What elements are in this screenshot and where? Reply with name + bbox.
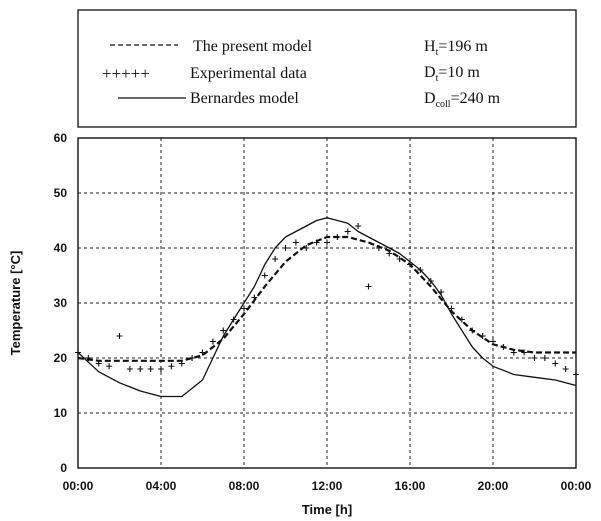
data-point-20: [282, 245, 289, 251]
data-point-39: [479, 333, 486, 339]
data-point-44: [531, 355, 538, 361]
data-point-41: [500, 344, 507, 350]
legend-box: [77, 9, 577, 128]
data-point-16: [241, 305, 247, 312]
data-point-37: [458, 316, 465, 323]
legend-label-bernardes: Bernardes model: [190, 90, 299, 107]
legend-entry-bernardes: Bernardes model: [118, 90, 299, 107]
data-point-30: [386, 250, 393, 257]
data-point-36: [448, 305, 455, 312]
data-point-18: [261, 272, 268, 279]
x-tick-label-0: 00:00: [63, 479, 94, 493]
x-axis-label: Time [h]: [302, 502, 352, 517]
x-tick-label-6: 00:00: [561, 479, 592, 493]
data-point-43: [521, 349, 528, 356]
data-point-1: [85, 355, 92, 361]
data-point-27: [355, 223, 362, 229]
legend-entry-experimental: +++++ Experimental data: [102, 64, 307, 83]
data-point-12: [199, 349, 206, 356]
y-axis-label: Temperature [°C]: [8, 251, 23, 356]
series-line-solid: [77, 217, 577, 398]
data-point-40: [490, 338, 496, 345]
data-point-21: [292, 239, 299, 246]
data-point-4: [116, 333, 123, 339]
data-point-19: [272, 256, 279, 262]
ticks: 00:00 04:00 08:00 12:00 16:00 20:00 00:00 0 10 20…: [54, 131, 592, 493]
legend-label-present: The present model: [193, 38, 313, 55]
x-tick-label-4: 16:00: [395, 479, 426, 493]
data-point-2: [95, 360, 102, 367]
data-point-3: [106, 363, 113, 370]
data-point-23: [313, 239, 320, 246]
data-point-29: [375, 245, 382, 251]
legend-swatch-experimental: +++++: [102, 64, 150, 83]
x-tick-label-5: 20:00: [478, 479, 509, 493]
annotation-height: Ht=196 m: [424, 38, 488, 58]
data-point-26: [344, 228, 351, 235]
y-tick-label-1: 10: [54, 406, 68, 420]
data-point-31: [396, 256, 403, 262]
data-point-5: [126, 366, 133, 372]
legend-label-experimental: Experimental data: [190, 65, 307, 82]
annotation-collector: Dcoll=240 m: [424, 90, 501, 110]
x-tick-label-1: 04:00: [146, 479, 177, 493]
data-point-13: [209, 338, 216, 345]
data-point-38: [469, 327, 476, 334]
data-point-25: [334, 234, 341, 240]
plot-frame: [77, 137, 577, 469]
data-point-28: [365, 283, 372, 290]
grid: [78, 138, 576, 468]
data-point-10: [178, 360, 185, 367]
data-point-9: [168, 363, 175, 370]
data-point-24: [324, 239, 330, 246]
y-tick-label-2: 20: [54, 351, 68, 365]
y-tick-label-5: 50: [54, 186, 68, 200]
data-point-22: [303, 245, 310, 251]
y-tick-label-3: 30: [54, 296, 68, 310]
y-tick-label-0: 0: [60, 461, 67, 475]
y-tick-label-6: 60: [54, 131, 68, 145]
data-point-6: [137, 366, 144, 372]
data-point-8: [158, 366, 164, 372]
y-tick-label-4: 40: [54, 241, 68, 255]
data-point-14: [220, 327, 227, 334]
data-point-45: [541, 355, 548, 361]
x-tick-label-2: 08:00: [229, 479, 260, 493]
data-point-11: [189, 355, 196, 361]
x-tick-label-3: 12:00: [312, 479, 343, 493]
data-point-7: [147, 366, 154, 372]
data-point-17: [251, 294, 258, 301]
annotation-diameter: Dt=10 m: [424, 64, 480, 84]
data-point-46: [552, 360, 559, 367]
data-point-42: [510, 349, 517, 356]
legend-entry-present: The present model: [110, 38, 313, 55]
data-point-47: [562, 366, 569, 372]
